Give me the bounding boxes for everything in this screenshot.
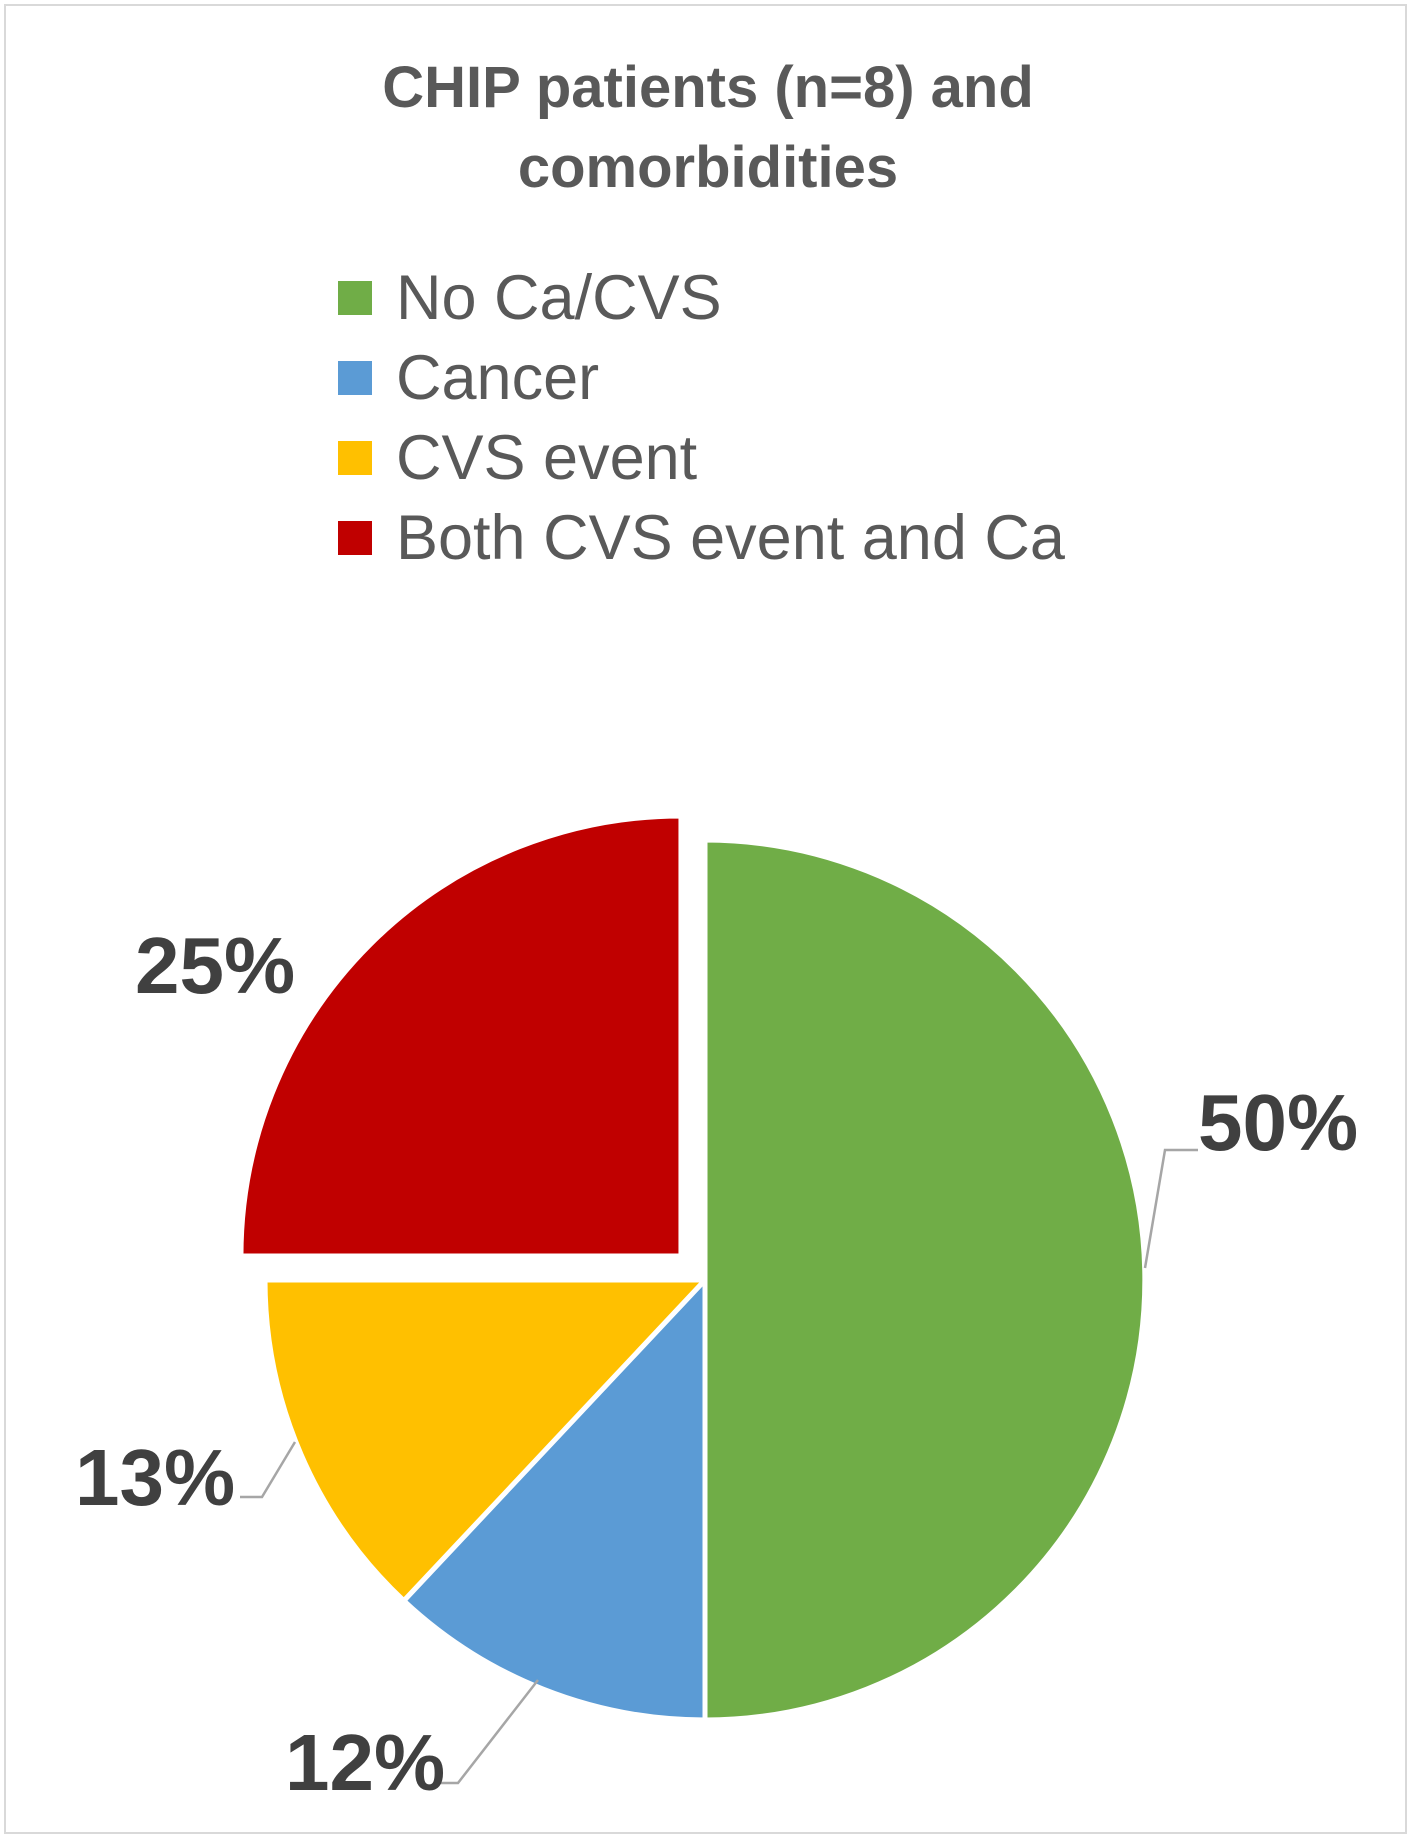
chart-title-line-1: CHIP patients (n=8) and xyxy=(382,55,1034,120)
data-labels: 50% 12% 13% 25% xyxy=(75,921,1358,1807)
legend-swatch-cvs-event xyxy=(338,441,372,475)
data-label-no-ca-cvs: 50% xyxy=(1198,1078,1358,1167)
pie-slice-both-cvs-event-and-ca xyxy=(238,813,684,1259)
leader-line-cancer xyxy=(440,1679,539,1785)
legend-item-no-ca-cvs: No Ca/CVS xyxy=(338,258,1065,338)
data-label-cvs-event: 13% xyxy=(75,1433,235,1522)
legend-label-cancer: Cancer xyxy=(396,343,600,413)
legend-item-cvs-event: CVS event xyxy=(338,418,1065,498)
leader-line-cvs-event xyxy=(240,1441,297,1499)
data-label-both-cvs-event-and-ca: 25% xyxy=(135,921,295,1010)
legend-label-cvs-event: CVS event xyxy=(396,423,698,493)
legend-item-cancer: Cancer xyxy=(338,338,1065,418)
legend-swatch-cancer xyxy=(338,361,372,395)
legend-swatch-both xyxy=(338,521,372,555)
data-label-cancer: 12% xyxy=(285,1718,445,1807)
legend: No Ca/CVS Cancer CVS event Both CVS even… xyxy=(338,258,1065,578)
leader-line-no-ca-cvs xyxy=(1143,1148,1198,1269)
pie-slices xyxy=(238,813,1148,1723)
pie-slice-cvs-event xyxy=(262,1277,708,1604)
leader-lines xyxy=(240,1148,1198,1785)
pie-slice-cancer xyxy=(401,1277,708,1723)
legend-item-both: Both CVS event and Ca xyxy=(338,498,1065,578)
chart-title: CHIP patients (n=8) and comorbidities xyxy=(0,48,1416,208)
legend-label-no-ca-cvs: No Ca/CVS xyxy=(396,263,722,333)
pie-slice-no-ca-cvs xyxy=(702,837,1148,1723)
legend-label-both: Both CVS event and Ca xyxy=(396,503,1065,573)
chart-title-line-2: comorbidities xyxy=(517,135,899,200)
legend-swatch-no-ca-cvs xyxy=(338,281,372,315)
